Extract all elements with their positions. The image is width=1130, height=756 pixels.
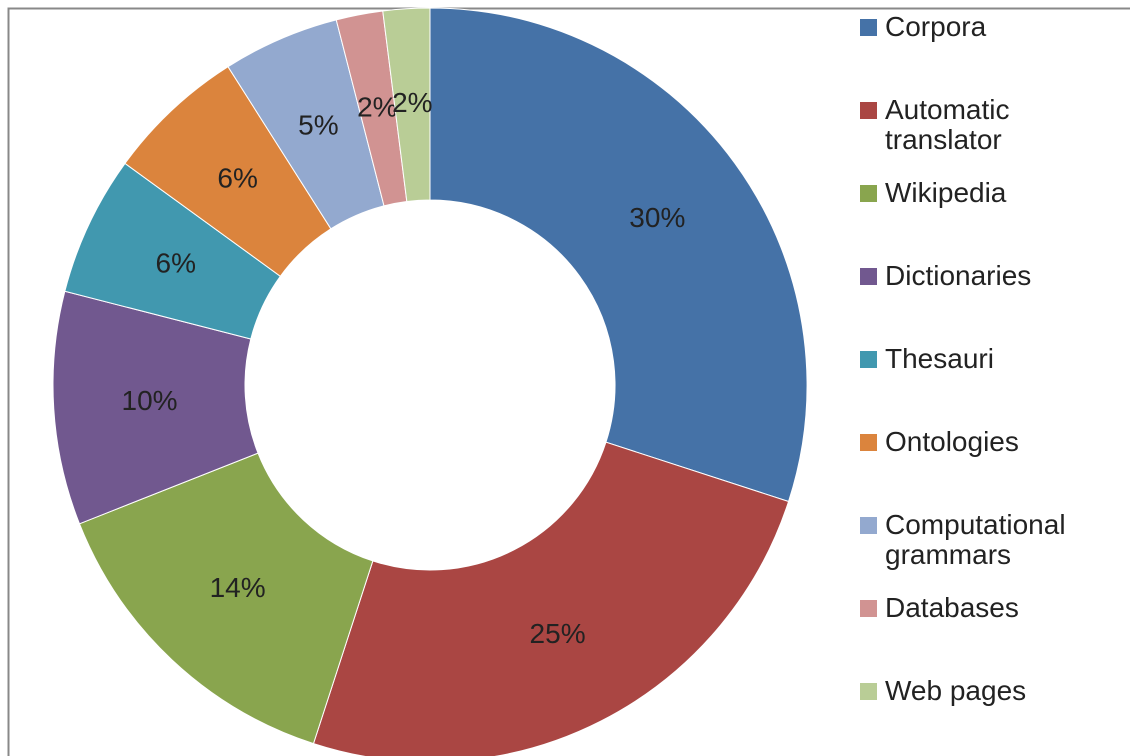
legend-item: Thesauri	[860, 344, 1128, 374]
legend-item: Wikipedia	[860, 178, 1128, 208]
legend-swatch	[860, 600, 877, 617]
legend-item: Corpora	[860, 12, 1128, 42]
data-label: 5%	[298, 110, 338, 141]
donut-slice	[429, 7, 808, 503]
legend-swatch	[860, 19, 877, 36]
data-label: 2%	[357, 91, 397, 122]
legend-item: Computational grammars	[860, 510, 1128, 570]
legend-swatch	[860, 268, 877, 285]
legend-label: Databases	[885, 592, 1019, 623]
donut-slice	[78, 452, 374, 745]
legend-label: Wikipedia	[885, 177, 1007, 208]
legend-swatch	[860, 434, 877, 451]
chart-frame	[7, 7, 1130, 756]
legend-label: Thesauri	[885, 343, 994, 374]
legend-item: Automatic translator	[860, 95, 1128, 155]
data-label: 30%	[629, 202, 685, 233]
data-label: 2%	[392, 87, 432, 118]
data-label: 10%	[122, 385, 178, 416]
legend-swatch	[860, 683, 877, 700]
donut-slice	[312, 441, 790, 756]
legend-label: Computational grammars	[885, 509, 1066, 570]
legend-swatch	[860, 102, 877, 119]
legend-label: Dictionaries	[885, 260, 1032, 291]
legend-label: Web pages	[885, 675, 1027, 706]
donut-slice	[382, 7, 431, 203]
legend-item: Databases	[860, 593, 1128, 623]
legend-item: Web pages	[860, 676, 1128, 706]
legend-label: Corpora	[885, 11, 987, 42]
legend-item: Dictionaries	[860, 261, 1128, 291]
legend-swatch	[860, 517, 877, 534]
data-label: 6%	[217, 163, 257, 194]
data-label: 14%	[210, 572, 266, 603]
legend-label: Automatic translator	[885, 94, 1010, 155]
data-label: 6%	[156, 248, 196, 279]
legend-item: Ontologies	[860, 427, 1128, 457]
data-label: 25%	[530, 618, 586, 649]
legend-swatch	[860, 185, 877, 202]
legend-swatch	[860, 351, 877, 368]
legend-label: Ontologies	[885, 426, 1019, 457]
